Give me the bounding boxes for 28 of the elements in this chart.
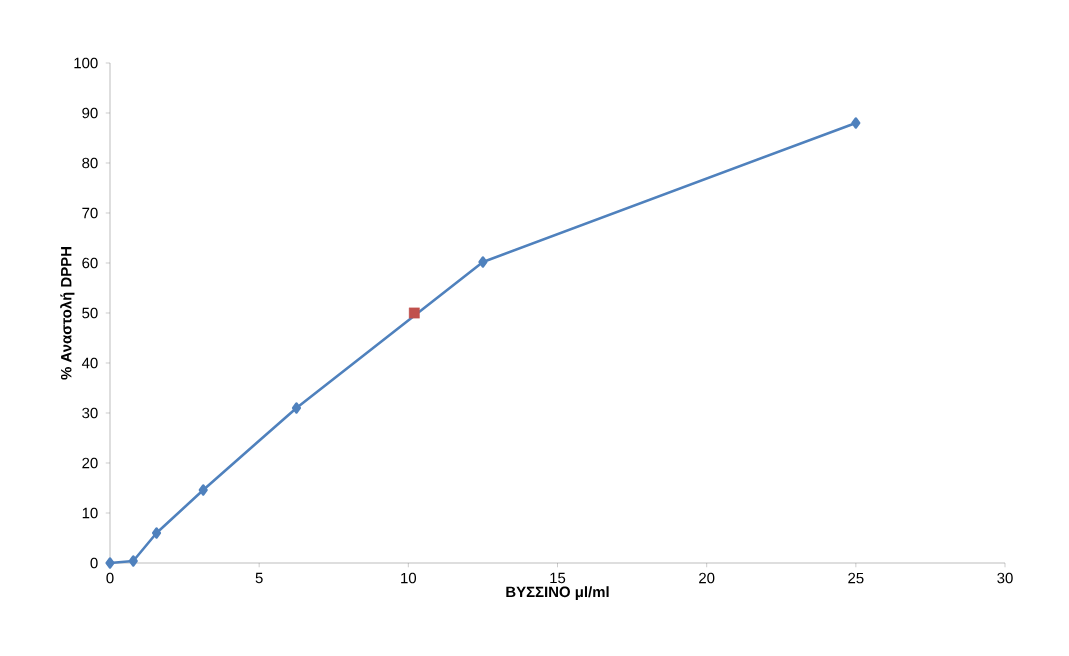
x-tick-label: 20 xyxy=(699,572,715,584)
y-axis-title: % Αναστολή DPPH xyxy=(60,247,75,380)
x-tick-label: 30 xyxy=(997,572,1013,584)
x-tick-label: 0 xyxy=(106,572,114,584)
point xyxy=(291,402,302,414)
y-tick-label: 30 xyxy=(82,407,98,419)
y-tick-label: 20 xyxy=(82,457,98,469)
x-tick-label: 5 xyxy=(255,572,263,584)
point xyxy=(851,117,861,129)
x-tick-label: 10 xyxy=(401,572,417,584)
y-tick-label: 10 xyxy=(82,507,98,519)
x-tick-label: 25 xyxy=(848,572,864,584)
x-axis-title: ΒΥΣΣΙΝΟ μl/ml xyxy=(506,586,609,601)
point xyxy=(128,555,138,567)
y-tick-label: 80 xyxy=(82,157,98,169)
point xyxy=(478,256,488,268)
point xyxy=(151,527,162,539)
y-tick-label: 0 xyxy=(90,557,98,569)
x-tick-label: 15 xyxy=(550,572,566,584)
point xyxy=(408,307,420,319)
y-tick-label: 70 xyxy=(82,207,98,219)
y-tick-label: 90 xyxy=(82,107,98,119)
y-tick-label: 40 xyxy=(81,357,98,369)
point xyxy=(198,484,208,496)
point xyxy=(105,557,115,569)
y-tick-label: 60 xyxy=(82,257,98,269)
y-tick-label: 50 xyxy=(82,307,98,319)
y-tick-label: 100 xyxy=(74,57,98,69)
